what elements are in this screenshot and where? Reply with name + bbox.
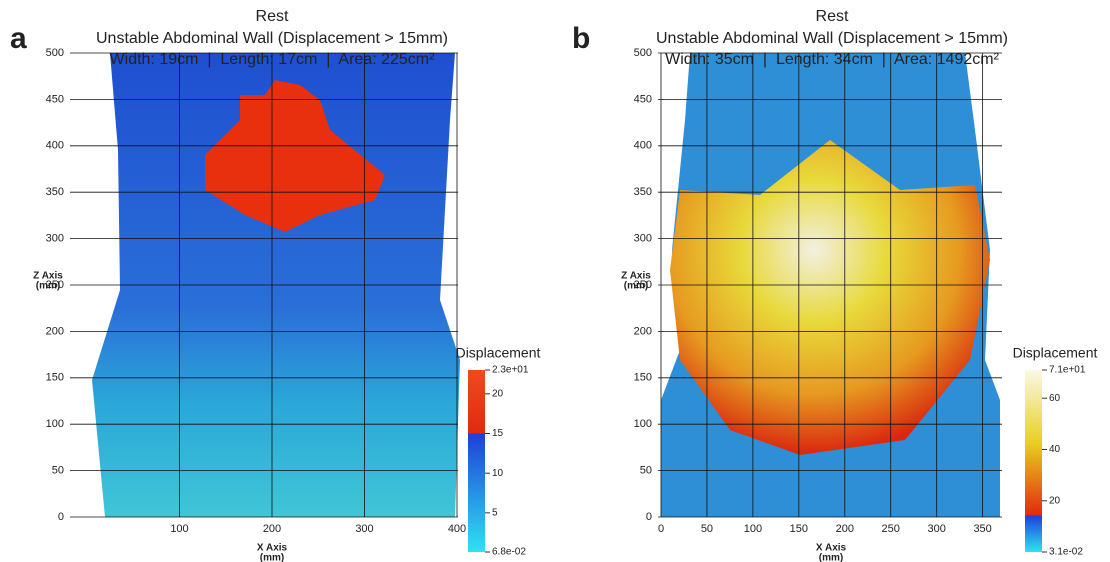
- z-tick-label: 400: [634, 140, 652, 152]
- z-tick-label: 450: [46, 93, 64, 105]
- x-tick-label: 150: [790, 523, 808, 535]
- z-tick-label: 200: [634, 325, 652, 337]
- z-tick-label: 100: [46, 418, 64, 430]
- colorbar-tick-label: 60: [1049, 393, 1061, 404]
- x-axis-label: (mm): [819, 553, 843, 562]
- z-tick-label: 0: [58, 511, 64, 523]
- x-tick-label: 400: [448, 523, 466, 535]
- z-tick-label: 300: [634, 233, 652, 245]
- x-axis-label: (mm): [260, 553, 284, 562]
- colorbar-title: Displacement: [1013, 345, 1098, 361]
- z-tick-label: 300: [46, 233, 64, 245]
- colorbar-tick-label: 10: [492, 468, 504, 479]
- z-tick-label: 400: [46, 140, 64, 152]
- colorbar-tick-label: 20: [492, 388, 504, 399]
- x-tick-label: 100: [170, 523, 188, 535]
- colorbar-title: Displacement: [456, 345, 541, 361]
- z-tick-label: 0: [646, 511, 652, 523]
- z-tick-label: 350: [46, 186, 64, 198]
- x-tick-label: 100: [744, 523, 762, 535]
- z-axis-label: (mm): [624, 281, 648, 292]
- z-tick-label: 350: [634, 186, 652, 198]
- z-tick-label: 250: [46, 279, 64, 291]
- colorbar-tick-label: 5: [492, 507, 498, 518]
- x-tick-label: 50: [701, 523, 713, 535]
- z-axis-label: Z Axis: [33, 271, 63, 282]
- z-tick-label: 200: [46, 325, 64, 337]
- colorbar-tick-label: 6.8e-02: [492, 547, 526, 558]
- x-axis-label: X Axis: [257, 543, 288, 554]
- colorbar-b: [1025, 370, 1042, 552]
- z-tick-label: 50: [52, 465, 64, 477]
- z-tick-label: 250: [634, 279, 652, 291]
- colorbar-tick-label: 2.3e+01: [492, 365, 529, 376]
- panel-label: a: [10, 22, 27, 55]
- colorbar-tick-label: 20: [1049, 495, 1061, 506]
- z-tick-label: 100: [634, 418, 652, 430]
- panel-title: Rest: [816, 8, 849, 25]
- colorbar-tick-label: 40: [1049, 444, 1061, 455]
- z-tick-label: 150: [634, 372, 652, 384]
- panel-subtitle: Unstable Abdominal Wall (Displacement > …: [656, 30, 1008, 47]
- z-axis-label: Z Axis: [621, 271, 651, 282]
- panel-label: b: [572, 22, 590, 55]
- z-tick-label: 150: [46, 372, 64, 384]
- colorbar-tick-label: 3.1e-02: [1049, 547, 1083, 558]
- x-tick-label: 0: [658, 523, 664, 535]
- colorbar-tick-label: 15: [492, 428, 504, 439]
- colorbar-tick-label: 7.1e+01: [1049, 365, 1086, 376]
- x-axis-label: X Axis: [816, 543, 847, 554]
- z-tick-label: 500: [634, 47, 652, 59]
- x-tick-label: 250: [882, 523, 900, 535]
- z-axis-label: (mm): [36, 281, 60, 292]
- x-tick-label: 300: [927, 523, 945, 535]
- x-tick-label: 300: [355, 523, 373, 535]
- z-tick-label: 50: [640, 465, 652, 477]
- colorbar-a: [468, 370, 485, 552]
- panel-measurements: Width: 35cm | Length: 34cm | Area: 1492c…: [665, 51, 999, 68]
- panel-subtitle: Unstable Abdominal Wall (Displacement > …: [96, 30, 448, 47]
- z-tick-label: 450: [634, 93, 652, 105]
- x-tick-label: 350: [973, 523, 991, 535]
- x-tick-label: 200: [263, 523, 281, 535]
- x-tick-label: 200: [836, 523, 854, 535]
- z-tick-label: 500: [46, 47, 64, 59]
- panel-title: Rest: [256, 8, 289, 25]
